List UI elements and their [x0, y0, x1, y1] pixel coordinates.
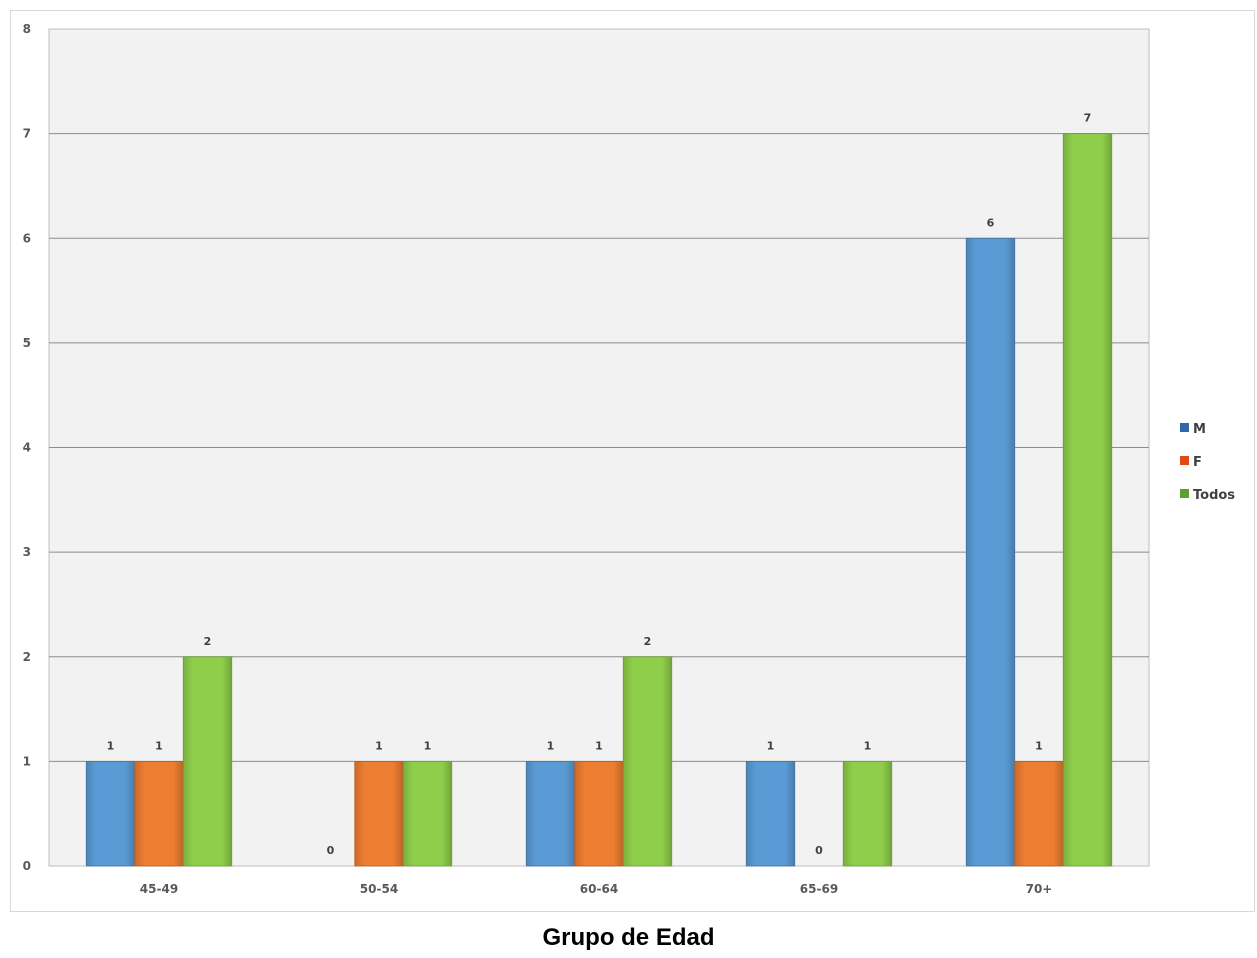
y-tick-label: 2: [23, 650, 31, 664]
y-tick-label: 6: [23, 231, 31, 245]
gridlines: [49, 133, 1149, 762]
x-axis-ticks: 45-49 50-54 60-64 65-69 70+: [140, 882, 1053, 896]
data-label: 0: [815, 844, 823, 857]
legend-swatch-todos: [1180, 489, 1189, 498]
x-axis-title: Grupo de Edad: [542, 924, 715, 951]
y-tick-label: 3: [23, 545, 31, 559]
bar-f-50-54: [354, 760, 404, 867]
x-tick-label: 45-49: [140, 882, 178, 896]
legend-label-f: F: [1193, 455, 1202, 470]
data-label: 1: [424, 739, 432, 752]
bars: [85, 133, 1113, 867]
y-tick-label: 8: [23, 22, 31, 36]
x-tick-label: 65-69: [800, 882, 838, 896]
legend-swatch-f: [1180, 456, 1189, 465]
data-label: 1: [547, 739, 555, 752]
y-tick-label: 1: [23, 754, 31, 768]
data-label: 7: [1084, 112, 1092, 125]
y-tick-label: 7: [23, 127, 31, 141]
legend: M F Todos: [1180, 422, 1235, 503]
data-label: 0: [327, 844, 335, 857]
legend-label-todos: Todos: [1193, 488, 1235, 503]
y-tick-label: 4: [23, 441, 31, 455]
data-label: 1: [155, 739, 163, 752]
x-tick-label: 70+: [1026, 882, 1053, 896]
legend-swatch-m: [1180, 423, 1189, 432]
data-label: 1: [107, 739, 115, 752]
bar-m-65-69: [745, 760, 796, 867]
bar-f-70+: [1014, 760, 1064, 867]
x-tick-label: 60-64: [580, 882, 618, 896]
x-tick-label: 50-54: [360, 882, 398, 896]
bar-todos-65-69: [842, 760, 893, 867]
data-label: 1: [375, 739, 383, 752]
data-label: 6: [987, 216, 995, 229]
bar-m-70+: [965, 237, 1016, 867]
y-tick-label: 5: [23, 336, 31, 350]
y-axis-ticks: 0 1 2 3 4 5 6 7 8: [23, 22, 31, 873]
bar-todos-60-64: [622, 656, 673, 867]
y-tick-label: 0: [23, 859, 31, 873]
data-label: 1: [864, 739, 872, 752]
bar-todos-70+: [1062, 133, 1113, 867]
bar-f-45-49: [134, 760, 184, 867]
legend-label-m: M: [1193, 422, 1206, 437]
bar-m-45-49: [85, 760, 136, 867]
bar-m-60-64: [525, 760, 576, 867]
bar-todos-45-49: [182, 656, 233, 867]
data-label: 1: [767, 739, 775, 752]
data-label: 1: [1035, 739, 1043, 752]
data-label: 2: [204, 635, 212, 648]
data-labels: 1 1 2 0 1 1 1 1 2 1 0 1 6 1 7: [107, 112, 1092, 857]
bar-f-60-64: [574, 760, 624, 867]
data-label: 2: [644, 635, 652, 648]
data-label: 1: [595, 739, 603, 752]
bar-todos-50-54: [402, 760, 453, 867]
